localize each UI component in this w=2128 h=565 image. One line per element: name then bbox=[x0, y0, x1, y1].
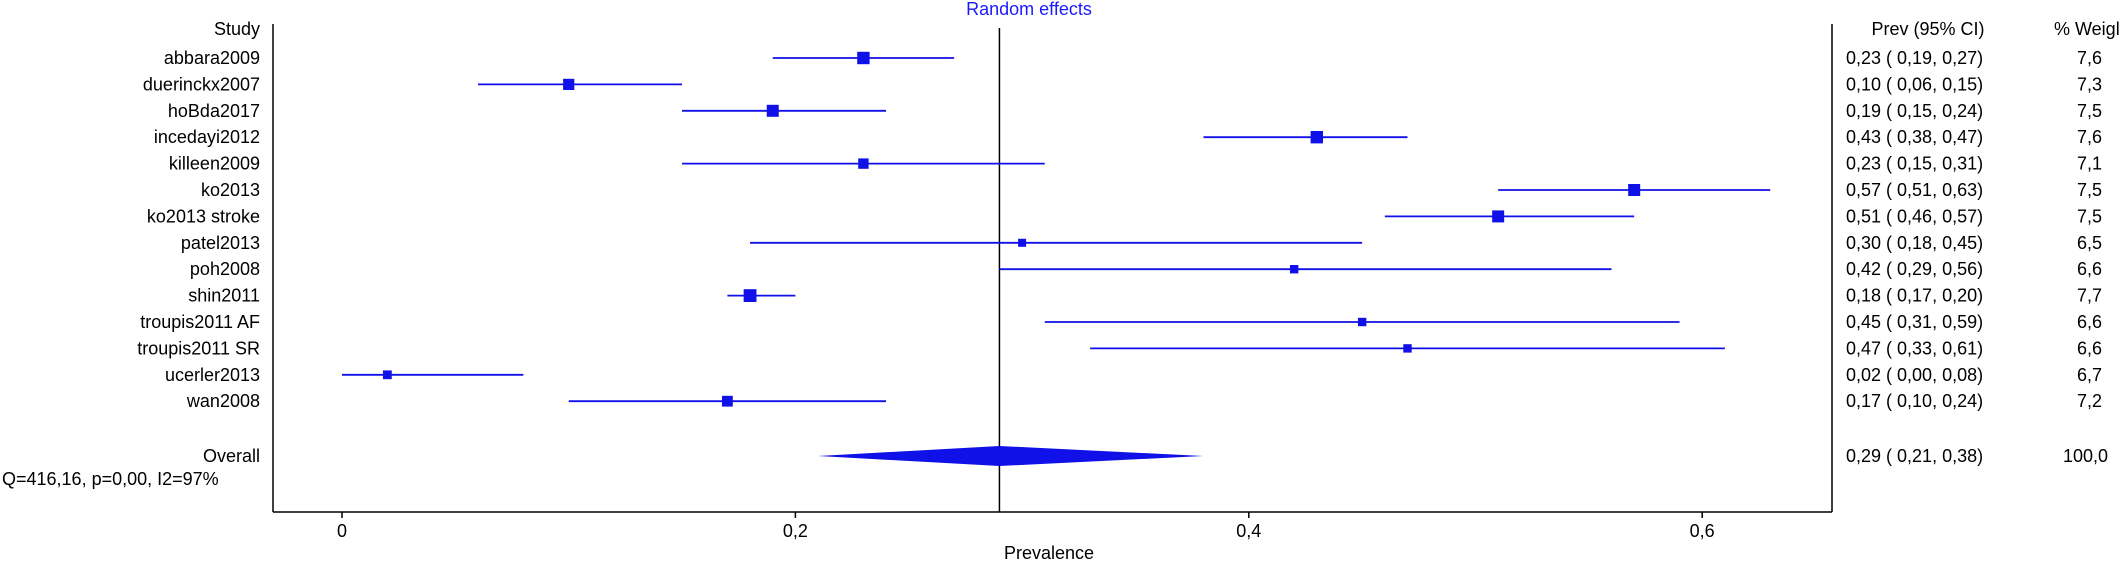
pooled-estimate-diamond bbox=[818, 446, 1204, 466]
study-label: incedayi2012 bbox=[154, 127, 260, 147]
study-label: duerinckx2007 bbox=[143, 74, 260, 94]
estimate-ci-text: 0,51 ( 0,46, 0,57) bbox=[1846, 206, 1983, 226]
estimate-ci-text: 0,19 ( 0,15, 0,24) bbox=[1846, 101, 1983, 121]
overall-weight-value: 100,0 bbox=[2063, 446, 2108, 466]
point-estimate-marker bbox=[721, 395, 733, 407]
overall-row: Overall 0,29 ( 0,21, 0,38) 100,0 bbox=[203, 446, 2108, 466]
weight-value: 7,6 bbox=[2077, 48, 2102, 68]
study-label: patel2013 bbox=[181, 233, 260, 253]
x-tick-label: 0,4 bbox=[1236, 521, 1261, 541]
study-label: poh2008 bbox=[190, 259, 260, 279]
estimate-ci-text: 0,18 ( 0,17, 0,20) bbox=[1846, 286, 1983, 306]
weight-value: 7,7 bbox=[2077, 286, 2102, 306]
point-estimate-marker bbox=[1357, 317, 1367, 327]
study-column-header: Study bbox=[214, 19, 260, 39]
estimate-ci-text: 0,30 ( 0,18, 0,45) bbox=[1846, 233, 1983, 253]
estimate-ci-text: 0,10 ( 0,06, 0,15) bbox=[1846, 74, 1983, 94]
estimate-ci-text: 0,23 ( 0,15, 0,31) bbox=[1846, 154, 1983, 174]
estimate-column-header: Prev (95% CI) bbox=[1871, 19, 1984, 39]
weight-value: 7,5 bbox=[2077, 180, 2102, 200]
point-estimate-marker bbox=[858, 158, 869, 169]
point-estimate-marker bbox=[1628, 184, 1641, 196]
study-label: killeen2009 bbox=[169, 154, 260, 174]
weight-value: 7,6 bbox=[2077, 127, 2102, 147]
overall-estimate-ci-text: 0,29 ( 0,21, 0,38) bbox=[1846, 446, 1983, 466]
x-tick-label: 0 bbox=[337, 521, 347, 541]
chart-title: Random effects bbox=[966, 0, 1092, 19]
point-estimate-marker bbox=[743, 289, 757, 302]
estimate-ci-text: 0,23 ( 0,19, 0,27) bbox=[1846, 48, 1983, 68]
study-label: abbara2009 bbox=[164, 48, 260, 68]
point-estimate-marker bbox=[382, 370, 392, 380]
weight-value: 7,3 bbox=[2077, 74, 2102, 94]
weight-value: 7,2 bbox=[2077, 391, 2102, 411]
weight-value: 7,5 bbox=[2077, 101, 2102, 121]
study-label: ucerler2013 bbox=[165, 365, 260, 385]
estimate-ci-text: 0,47 ( 0,33, 0,61) bbox=[1846, 338, 1983, 358]
point-estimate-marker bbox=[1310, 131, 1324, 144]
weight-value: 7,1 bbox=[2077, 154, 2102, 174]
estimate-ci-text: 0,45 ( 0,31, 0,59) bbox=[1846, 312, 1983, 332]
weight-value: 6,6 bbox=[2077, 338, 2102, 358]
study-label: hoBda2017 bbox=[168, 101, 260, 121]
study-label: ko2013 stroke bbox=[147, 206, 260, 226]
weight-value: 6,6 bbox=[2077, 312, 2102, 332]
estimate-ci-text: 0,17 ( 0,10, 0,24) bbox=[1846, 391, 1983, 411]
weight-value: 6,5 bbox=[2077, 233, 2102, 253]
estimate-ci-text: 0,57 ( 0,51, 0,63) bbox=[1846, 180, 1983, 200]
weight-value: 7,5 bbox=[2077, 206, 2102, 226]
heterogeneity-stats: Q=416,16, p=0,00, I2=97% bbox=[2, 469, 219, 489]
x-axis-label: Prevalence bbox=[1004, 543, 1094, 563]
x-tick-label: 0,2 bbox=[783, 521, 808, 541]
estimate-ci-text: 0,02 ( 0,00, 0,08) bbox=[1846, 365, 1983, 385]
point-estimate-marker bbox=[857, 51, 870, 65]
study-label: ko2013 bbox=[201, 180, 260, 200]
estimate-ci-text: 0,42 ( 0,29, 0,56) bbox=[1846, 259, 1983, 279]
study-label: troupis2011 AF bbox=[140, 312, 260, 332]
study-label: troupis2011 SR bbox=[137, 338, 260, 358]
point-estimate-marker bbox=[563, 78, 575, 90]
point-estimate-marker bbox=[1289, 265, 1299, 274]
point-estimate-marker bbox=[1018, 238, 1027, 247]
x-axis-ticks: 0 0,2 0,4 0,6 bbox=[337, 512, 1715, 541]
weight-value: 6,7 bbox=[2077, 365, 2102, 385]
study-label: shin2011 bbox=[188, 286, 260, 306]
point-estimate-marker bbox=[1492, 210, 1505, 223]
estimate-ci-text: 0,43 ( 0,38, 0,47) bbox=[1846, 127, 1983, 147]
weight-column-header: % Weigl bbox=[2054, 19, 2120, 39]
overall-label: Overall bbox=[203, 446, 260, 466]
point-estimate-marker bbox=[766, 104, 779, 117]
x-tick-label: 0,6 bbox=[1690, 521, 1715, 541]
point-estimate-marker bbox=[1403, 344, 1412, 353]
study-label: wan2008 bbox=[186, 391, 260, 411]
study-rows: abbara2009 0,23 ( 0,19, 0,27) 7,6 duerinckx… bbox=[137, 48, 2102, 411]
weight-value: 6,6 bbox=[2077, 259, 2102, 279]
